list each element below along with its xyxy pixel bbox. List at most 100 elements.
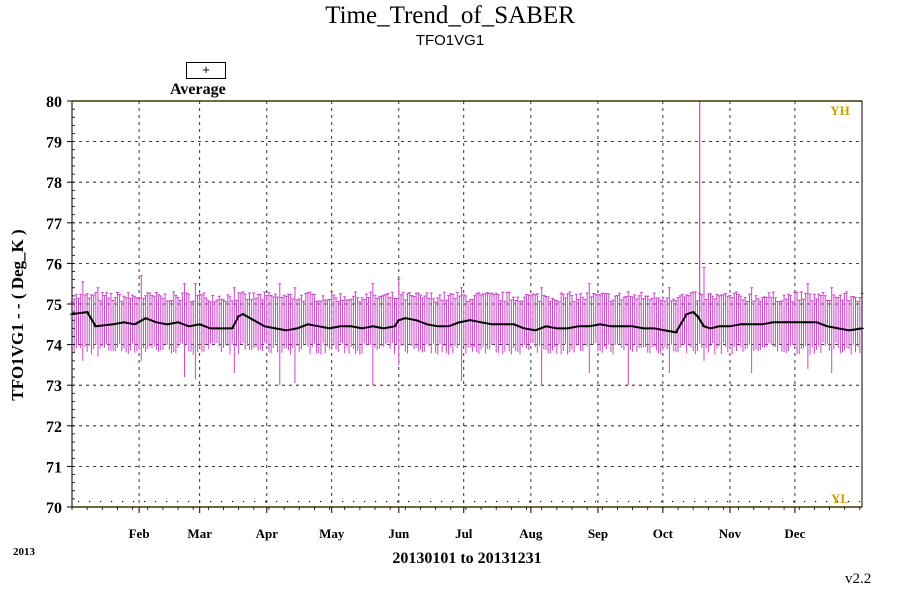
x-tick-label: Mar <box>187 526 212 541</box>
axes: 70 71 72 73 74 75 76 77 78 79 80 Feb Mar Apr May Jun Jul… <box>46 94 863 541</box>
baseline-dot <box>177 500 179 503</box>
baseline-dot <box>815 500 817 503</box>
x-tick-label: Aug <box>519 526 543 541</box>
baseline-dot <box>782 500 784 503</box>
limit-label-yh: YH <box>830 103 850 118</box>
baseline-dot <box>760 500 762 503</box>
baseline-dot <box>155 500 157 503</box>
baseline-dot <box>375 500 377 503</box>
x-tick-label: Jul <box>455 526 473 541</box>
baseline-dot <box>199 500 201 503</box>
baseline-dot <box>452 500 454 503</box>
baseline-dot <box>342 500 344 503</box>
baseline-dot <box>89 500 91 503</box>
baseline-dot <box>441 500 443 503</box>
chart-subtitle: TFO1VG1 <box>415 32 485 49</box>
baseline-dot <box>507 500 509 503</box>
x-axis-label: 20130101 to 20131231 <box>392 550 542 567</box>
baseline-dot <box>617 500 619 503</box>
baseline-dot <box>243 500 245 503</box>
baseline-dot <box>408 500 410 503</box>
baseline-dot <box>496 500 498 503</box>
y-tick-label: 70 <box>46 500 62 517</box>
average-series <box>70 310 864 334</box>
y-tick-label: 72 <box>46 419 62 436</box>
baseline-dot <box>474 500 476 503</box>
baseline-dot <box>606 500 608 503</box>
y-tick-label: 71 <box>46 459 62 476</box>
x-tick-label: Dec <box>784 526 805 541</box>
baseline-dot <box>716 500 718 503</box>
baseline-dot <box>309 500 311 503</box>
x-tick-label: Sep <box>588 526 608 541</box>
baseline-dot <box>111 500 113 503</box>
chart-title: Time_Trend_of_SABER <box>325 2 575 29</box>
baseline-dot <box>463 500 465 503</box>
baseline-dot <box>320 500 322 503</box>
baseline-dot <box>254 500 256 503</box>
version-label: v2.2 <box>845 571 872 587</box>
baseline-dot <box>287 500 289 503</box>
baseline-dot <box>639 500 641 503</box>
baseline-dot <box>540 500 542 503</box>
baseline-dot <box>562 500 564 503</box>
y-tick-label: 78 <box>46 175 62 192</box>
baseline-dot <box>727 500 729 503</box>
baseline-dot <box>298 500 300 503</box>
x-tick-label: Apr <box>256 526 279 541</box>
baseline-dot <box>584 500 586 503</box>
x-tick-label: Jun <box>388 526 410 541</box>
grid <box>72 101 862 507</box>
baseline-dot <box>573 500 575 503</box>
baseline-dot <box>485 500 487 503</box>
x-tick-label: May <box>319 526 345 541</box>
baseline-dot <box>804 500 806 503</box>
baseline-dot <box>397 500 399 503</box>
baseline-dot <box>595 500 597 503</box>
legend-label: Average <box>170 81 226 98</box>
baseline-dot <box>265 500 267 503</box>
baseline-dot <box>188 500 190 503</box>
legend-symbol: + <box>186 62 226 79</box>
baseline-dot <box>221 500 223 503</box>
baseline-dot <box>826 500 828 503</box>
y-tick-label: 80 <box>46 94 62 111</box>
y-tick-label: 79 <box>46 135 62 152</box>
x-tick-label: Nov <box>719 526 742 541</box>
average-line <box>71 310 863 334</box>
baseline-dot <box>122 500 124 503</box>
y-tick-label: 76 <box>46 256 62 273</box>
baseline-dot <box>837 500 839 503</box>
baseline-dot <box>551 500 553 503</box>
baseline-dot <box>133 500 135 503</box>
baseline-dot <box>694 500 696 503</box>
baseline-dot <box>210 500 212 503</box>
baseline-dot <box>386 500 388 503</box>
baseline-dot <box>353 500 355 503</box>
baseline-dot <box>705 500 707 503</box>
baseline-dot <box>683 500 685 503</box>
baseline-dot <box>100 500 102 503</box>
baseline-dot <box>232 500 234 503</box>
baseline-dot <box>518 500 520 503</box>
baseline-dot <box>276 500 278 503</box>
y-tick-label: 74 <box>46 338 62 355</box>
baseline-dot <box>364 500 366 503</box>
range-series <box>70 101 864 386</box>
y-tick-label: 73 <box>46 378 62 395</box>
baseline-dot <box>848 500 850 503</box>
baseline-dot <box>144 500 146 503</box>
baseline-dot <box>661 500 663 503</box>
baseline-dot <box>738 500 740 503</box>
baseline-dot <box>78 500 80 503</box>
baseline-dot <box>529 500 531 503</box>
baseline-dot <box>672 500 674 503</box>
limit-label-yl: YL <box>831 491 849 506</box>
baseline-dot <box>419 500 421 503</box>
baseline-dot <box>650 500 652 503</box>
baseline-dot <box>430 500 432 503</box>
year-label: 2013 <box>13 546 35 558</box>
baseline-dot <box>166 500 168 503</box>
x-tick-label: Feb <box>129 526 150 541</box>
